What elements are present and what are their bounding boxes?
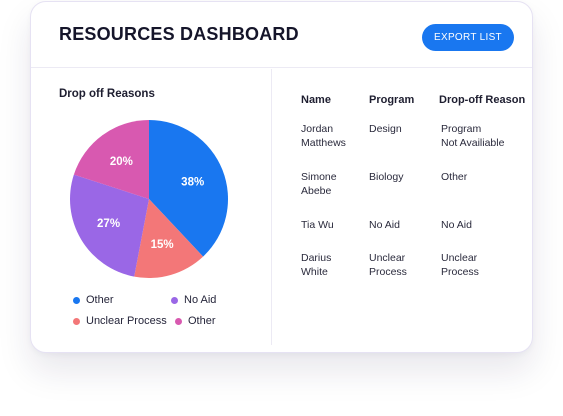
column-header-name: Name <box>301 94 331 106</box>
table-cell-program: Biology <box>369 171 404 183</box>
legend-label: Other <box>86 294 114 306</box>
pie-slice <box>70 174 149 277</box>
pie-slice-label: 38% <box>181 177 204 189</box>
panel-divider <box>271 69 272 345</box>
pie-slice <box>73 120 149 199</box>
table-cell-reason: Unclear Process <box>441 252 479 278</box>
pie-slice <box>134 199 204 278</box>
pie-slice-label: 15% <box>151 239 174 251</box>
table-cell-reason: Other <box>441 171 468 183</box>
export-list-button[interactable]: EXPORT LIST <box>422 24 514 51</box>
pie-slices <box>70 120 229 278</box>
legend-item: Unclear Process <box>73 315 167 327</box>
legend-item: Other <box>73 294 114 306</box>
legend-label: No Aid <box>184 294 217 306</box>
table-cell-name: Simone Abebe <box>301 171 337 197</box>
pie-slice-label: 27% <box>97 218 120 230</box>
column-header-reason: Drop-off Reason <box>439 94 526 106</box>
legend-item: Other <box>175 315 216 327</box>
chart-title: Drop off Reasons <box>59 88 155 100</box>
table-cell-reason: No Aid <box>441 219 472 231</box>
legend-label: Other <box>188 315 216 327</box>
table-cell-program: Design <box>369 123 402 135</box>
column-header-program: Program <box>369 94 415 106</box>
drop-off-pie-chart: 38% 15% 27% 20% <box>70 120 229 278</box>
legend-swatch <box>73 296 80 304</box>
chart-legend: Other No Aid Unclear Process Other <box>73 294 263 334</box>
table-cell-program: No Aid <box>369 219 400 231</box>
pie-slice <box>149 120 229 257</box>
table-cell-name: Jordan Matthews <box>301 123 346 149</box>
table-cell-program: Unclear Process <box>369 252 407 278</box>
pie-labels: 38% 15% 27% 20% <box>97 156 204 251</box>
table-cell-name: Darius White <box>301 252 332 278</box>
legend-item: No Aid <box>171 294 216 306</box>
legend-swatch <box>171 296 178 304</box>
legend-swatch <box>73 317 80 325</box>
pie-slice-label: 20% <box>110 156 133 168</box>
dashboard-card: RESOURCES DASHBOARD EXPORT LIST Drop off… <box>30 1 533 353</box>
card-header: RESOURCES DASHBOARD EXPORT LIST <box>31 2 532 68</box>
legend-swatch <box>175 317 182 325</box>
table-cell-reason: Program Not Availiable <box>441 123 505 149</box>
legend-label: Unclear Process <box>86 315 167 327</box>
table-cell-name: Tia Wu <box>301 219 334 231</box>
page-title: RESOURCES DASHBOARD <box>59 24 299 44</box>
